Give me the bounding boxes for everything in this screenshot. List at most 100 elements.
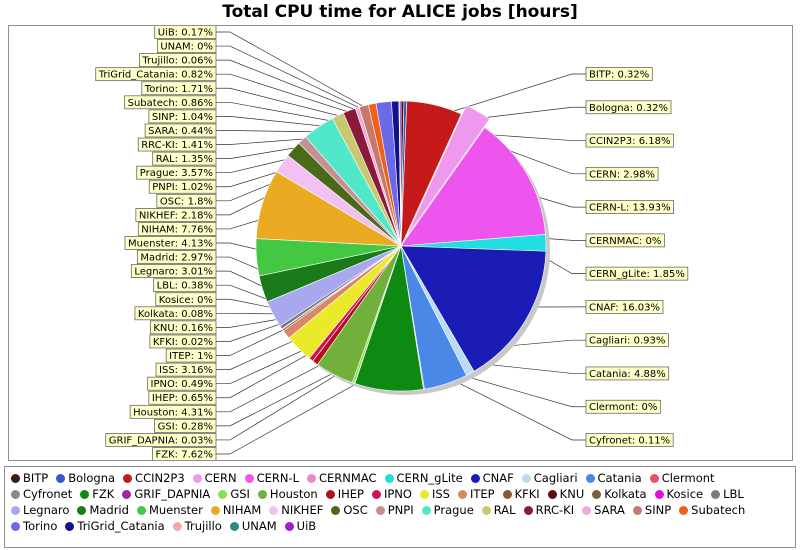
legend-swatch-prague [421, 506, 431, 515]
legend-label-bologna: Bologna [68, 471, 116, 485]
slice-label-subatech: Subatech: 0.86% [128, 98, 213, 109]
pie-chart: BITP: 0.32% Bologna: 0.32% CCIN2P3: 6.18% C… [95, 26, 689, 461]
slice-label-rrc-ki: RRC-KI: 1.41% [141, 140, 213, 151]
slice-label-niham: NIHAM: 7.76% [141, 224, 213, 235]
legend-label-cern-glite: CERN_gLite [396, 471, 463, 485]
legend-label-prague: Prague [433, 503, 474, 517]
slice-label-nikhef: NIKHEF: 2.18% [139, 210, 213, 221]
slice-label-pnpi: PNPI: 1.02% [152, 182, 213, 193]
slice-label-sara: SARA: 0.44% [148, 126, 213, 137]
legend-item-cernmac: CERNMAC [307, 470, 377, 486]
legend-label-ihep: IHEP [337, 487, 364, 501]
legend-item-itep: ITEP [457, 486, 495, 502]
slice-label-box-houston [129, 404, 217, 419]
legend-label-kolkata: Kolkata [604, 487, 647, 501]
slice-label-gsi: GSI: 0.28% [158, 421, 213, 432]
legend-item-prague: Prague [421, 502, 474, 518]
slice-label-bitp: BITP: 0.32% [589, 70, 649, 81]
legend-swatch-ipno [371, 490, 381, 499]
legend-swatch-niham [210, 506, 220, 515]
slice-label-box-osc [156, 193, 217, 208]
legend-label-iss: ISS [431, 487, 450, 501]
legend-item-uib: UiB [284, 518, 316, 534]
legend-label-catania: Catania [597, 471, 642, 485]
slice-label-box-ipno [147, 376, 217, 391]
slice-label-itep: ITEP: 1% [169, 351, 213, 362]
slice-label-box-prague [136, 165, 217, 180]
leader-line-trigrid-catania [216, 73, 397, 128]
legend-item-gsi: GSI [218, 486, 250, 502]
legend-item-niham: NIHAM [210, 502, 262, 518]
slice-label-box-sinp [148, 109, 217, 124]
slice-label-torino: Torino: 1.71% [144, 84, 213, 95]
slice-label-box-cernmac [585, 233, 665, 248]
pie-slice-cern[interactable] [405, 105, 491, 238]
slice-label-sinp: SINP: 1.04% [152, 112, 213, 123]
legend-item-cyfronet: Cyfronet [11, 486, 72, 502]
legend-swatch-ral [481, 506, 491, 515]
slice-label-box-muenster [124, 236, 217, 250]
legend-swatch-trigrid-catania [65, 522, 75, 531]
slice-label-legnaro: Legnaro: 3.01% [134, 267, 213, 278]
legend-swatch-sara [582, 506, 592, 515]
leader-line-grif-dapnia [216, 358, 364, 441]
legend-swatch-uib [284, 522, 294, 531]
legend-swatch-catania [585, 474, 595, 483]
legend-label-niham: NIHAM [222, 503, 262, 517]
slice-label-box-cern-l [585, 200, 674, 214]
slice-label-box-rrc-ki [137, 137, 217, 152]
slice-label-box-cern [585, 166, 659, 181]
slice-label-ccin2p3: CCIN2P3: 6.18% [589, 136, 670, 147]
legend-item-iss: ISS [419, 486, 450, 502]
legend-swatch-clermont [649, 474, 659, 483]
pie-slice-uib[interactable] [399, 100, 402, 247]
legend-item-catania: Catania [585, 470, 642, 486]
pie-slice-cern-l[interactable] [400, 127, 546, 247]
legend-label-subatech: Subatech [691, 503, 746, 517]
legend-swatch-cagliari [521, 474, 531, 483]
legend-swatch-bitp [11, 474, 20, 483]
legend-label-ral: RAL [493, 503, 516, 517]
legend-label-legnaro: Legnaro [23, 503, 70, 517]
legend-label-knu: KNU [559, 487, 585, 501]
legend-label-nikhef: NIKHEF [281, 503, 324, 517]
legend-item-ccin2p3: CCIN2P3 [123, 470, 185, 486]
pie-slice-cnaf[interactable] [400, 245, 547, 372]
legend-swatch-cnaf [470, 474, 480, 483]
slice-label-kosice: Kosice: 0% [159, 295, 213, 306]
legend-swatch-kolkata [592, 490, 602, 499]
legend-item-subatech: Subatech [679, 502, 745, 518]
legend-item-cnaf: CNAF [470, 470, 514, 486]
slice-label-box-uib [154, 26, 217, 39]
legend-swatch-gsi [218, 490, 228, 499]
slice-label-cernmac: CERNMAC: 0% [589, 236, 661, 247]
leader-line-cyfronet [419, 363, 586, 441]
legend-label-cagliari: Cagliari [533, 471, 578, 485]
slice-label-fzk: FZK: 7.62% [156, 450, 213, 461]
slice-label-box-fzk [152, 447, 217, 460]
slice-label-box-knu [149, 320, 217, 335]
slice-label-box-grif-dapnia [105, 433, 217, 447]
legend-item-cern-glite: CERN_gLite [384, 470, 463, 486]
legend-item-muenster: Muenster [136, 502, 203, 518]
legend-swatch-houston [257, 490, 267, 499]
slice-label-box-nikhef [135, 208, 217, 222]
slice-label-box-bitp [585, 67, 653, 81]
pie-slice-ccin2p3[interactable] [400, 100, 462, 247]
legend-item-unam: UNAM [229, 518, 277, 534]
leader-line-itep [216, 318, 307, 356]
legend-swatch-bologna [56, 474, 66, 483]
slice-label-box-ihep [148, 390, 217, 405]
legend-swatch-knu [547, 490, 557, 499]
legend-item-houston: Houston [257, 486, 318, 502]
legend-item-fzk: FZK [80, 486, 114, 502]
slice-label-box-cnaf [585, 300, 664, 314]
slice-label-box-lbl [153, 278, 217, 293]
slice-label-grif-dapnia: GRIF_DAPNIA: 0.03% [109, 435, 213, 446]
slice-label-cern-glite: CERN_gLite: 1.85% [589, 269, 685, 280]
legend-label-sinp: SINP [644, 503, 672, 517]
slice-label-madrid: Madrid: 2.97% [140, 253, 213, 264]
slice-label-cyfronet: Cyfronet: 0.11% [589, 436, 670, 447]
legend-swatch-rrc-ki [523, 506, 533, 515]
legend-item-kfki: KFKI [502, 486, 540, 502]
